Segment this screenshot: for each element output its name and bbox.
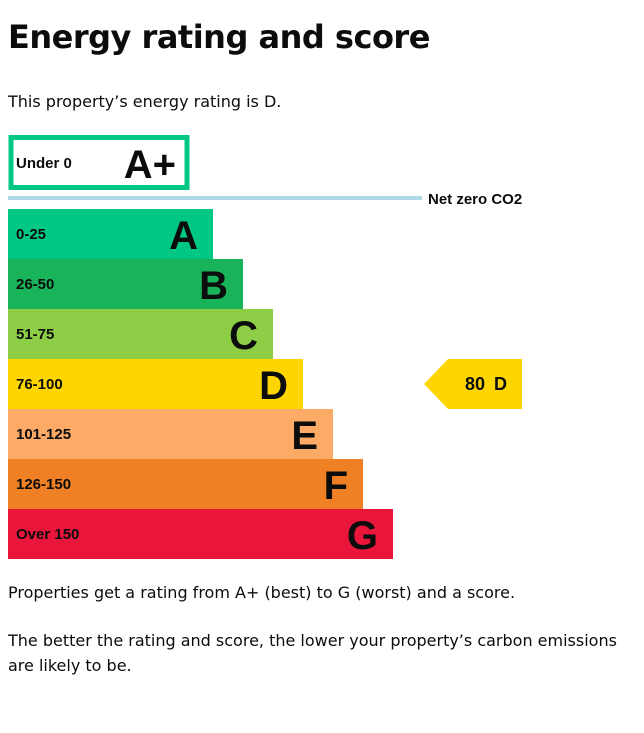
band-aplus-range: Under 0 xyxy=(16,155,72,172)
emissions-explanation: The better the rating and score, the low… xyxy=(8,631,617,675)
band-g-letter: G xyxy=(347,514,378,558)
band-f-letter: F xyxy=(324,464,348,508)
band-f-bar xyxy=(8,459,363,509)
band-f-range: 126-150 xyxy=(16,476,71,493)
band-b-bar xyxy=(8,259,243,309)
band-e-letter: E xyxy=(291,414,318,458)
current-rating-score: 80 xyxy=(465,374,485,394)
intro-suffix: . xyxy=(276,92,282,111)
band-a-letter: A xyxy=(169,214,198,258)
band-a-range: 0-25 xyxy=(16,226,46,243)
band-b-letter: B xyxy=(199,264,228,308)
rating-explanation: Properties get a rating from A+ (best) t… xyxy=(8,583,516,602)
current-rating-arrow xyxy=(424,359,522,409)
band-e-range: 101-125 xyxy=(16,426,71,443)
band-aplus-box xyxy=(8,135,190,190)
band-c-bar xyxy=(8,309,273,359)
intro-rating: D xyxy=(263,92,277,111)
band-b-range: 26-50 xyxy=(16,276,54,293)
rating-intro: This property’s energy rating is D. xyxy=(8,92,281,111)
band-c-letter: C xyxy=(229,314,258,358)
band-g-bar xyxy=(8,509,393,559)
band-d-bar xyxy=(8,359,303,409)
current-rating-letter: D xyxy=(494,374,507,394)
page-title: Energy rating and score xyxy=(8,18,430,56)
band-e-bar xyxy=(8,409,333,459)
band-a-bar xyxy=(8,209,213,259)
band-d-range: 76-100 xyxy=(16,376,63,393)
intro-prefix: This property’s energy rating is xyxy=(8,92,264,111)
band-g-range: Over 150 xyxy=(16,526,79,543)
band-aplus-letter: A+ xyxy=(124,143,176,187)
band-c-range: 51-75 xyxy=(16,326,54,343)
band-d-letter: D xyxy=(259,364,288,408)
net-zero-label: Net zero CO2 xyxy=(428,191,522,208)
energy-rating-chart: Under 0 A+ Net zero CO2 0-25 A 26-50 B 51-75 C 76… xyxy=(8,135,522,559)
